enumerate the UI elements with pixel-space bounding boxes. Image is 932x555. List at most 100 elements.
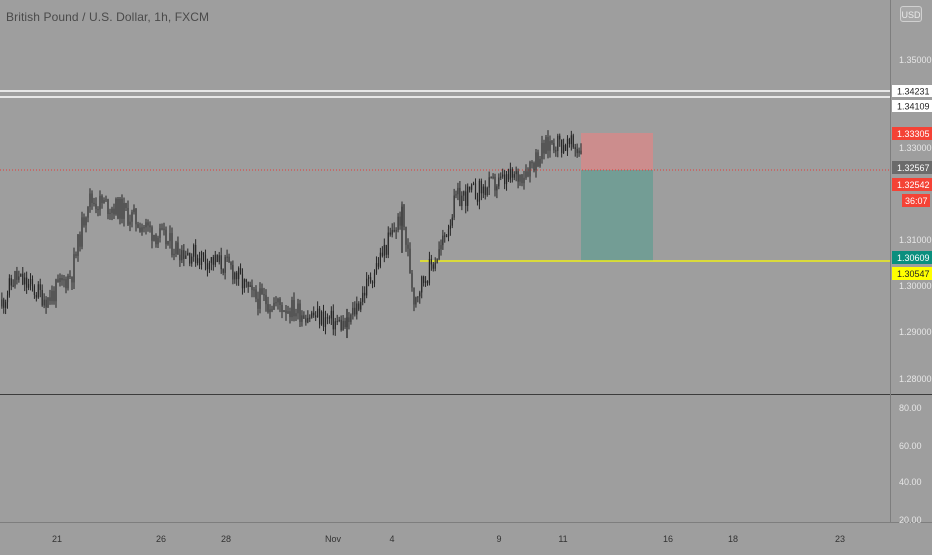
candle-body — [362, 292, 364, 302]
candle-body — [385, 244, 387, 255]
candle-body — [97, 209, 99, 211]
time-tick: 4 — [389, 534, 394, 544]
candle-body — [65, 279, 67, 289]
candle-body — [83, 217, 85, 226]
candle-body — [566, 138, 569, 151]
candle-body — [397, 216, 399, 231]
candle-body — [332, 310, 334, 330]
candle-body — [307, 317, 309, 323]
candle-body — [572, 135, 574, 148]
candle-body — [453, 195, 455, 218]
price-tick: 1.31000 — [899, 235, 932, 245]
candle-body — [239, 268, 242, 275]
time-tick: 28 — [221, 534, 231, 544]
candle-body — [210, 257, 212, 263]
indicator-axis-ticks: 80.00 60.00 40.00 20.00 — [899, 403, 922, 525]
price-label-bg — [892, 267, 932, 280]
main-pane[interactable] — [0, 0, 890, 394]
candle-body — [31, 279, 34, 286]
candle-body — [415, 297, 417, 305]
candle-body — [413, 287, 415, 305]
candle-body — [551, 141, 553, 144]
candle-body — [568, 138, 570, 145]
candle-body — [179, 254, 181, 261]
candle-body — [426, 280, 429, 284]
candle-body — [159, 228, 161, 238]
candle-body — [358, 303, 360, 310]
candle-body — [197, 258, 199, 264]
candle-body — [10, 278, 12, 286]
candle-body — [557, 135, 559, 151]
candle-body — [545, 137, 547, 154]
indicator-axis[interactable] — [890, 395, 932, 522]
candle-body — [463, 191, 465, 196]
candle-body — [467, 186, 469, 206]
candle-body — [531, 162, 533, 164]
candle-body — [564, 145, 567, 151]
candle-body — [43, 299, 45, 306]
candle-body — [297, 303, 299, 314]
indicator-pane[interactable] — [0, 395, 890, 522]
candle-body — [111, 208, 113, 213]
currency-button[interactable]: USD — [900, 6, 922, 22]
candle-body — [51, 290, 53, 302]
candle-body — [147, 222, 149, 226]
candle-body — [265, 295, 267, 305]
candle-body — [8, 278, 10, 296]
candle-body — [537, 152, 539, 167]
candle-body — [527, 171, 529, 177]
candle-body — [27, 284, 30, 288]
candle-body — [311, 312, 313, 318]
candle-body — [189, 252, 191, 264]
candle-body — [1, 299, 3, 307]
candle-body — [328, 317, 330, 319]
price-label-bg — [892, 100, 932, 112]
candle-body — [457, 187, 459, 195]
candle-body — [169, 233, 171, 242]
candle-body — [315, 315, 317, 318]
candle-body — [208, 262, 210, 270]
candle-body — [529, 162, 531, 177]
stop-loss-zone[interactable] — [581, 133, 653, 170]
candle-body — [125, 203, 127, 209]
candle-body — [313, 312, 315, 316]
candle-body — [216, 254, 218, 262]
candle-body — [334, 321, 336, 330]
time-axis[interactable] — [0, 523, 932, 550]
candle-body — [261, 288, 263, 295]
candle-body — [129, 221, 131, 225]
time-tick: Nov — [325, 534, 342, 544]
candle-body — [212, 257, 214, 265]
candlestick-series[interactable] — [1, 130, 582, 339]
candle-body — [79, 234, 81, 247]
candle-body — [364, 292, 366, 296]
candle-body — [502, 174, 504, 177]
time-axis-ticks: 21 26 28 Nov 4 9 11 16 18 23 — [52, 534, 845, 544]
candle-body — [451, 217, 453, 226]
price-label-current: 1.32542 — [897, 180, 930, 190]
candle-body — [375, 263, 378, 273]
candle-body — [305, 318, 307, 323]
candle-body — [195, 244, 197, 264]
take-profit-zone[interactable] — [581, 170, 653, 261]
candle-body — [167, 241, 169, 245]
candle-body — [369, 277, 372, 282]
candle-body — [283, 310, 285, 312]
candle-body — [484, 186, 486, 195]
candle-body — [504, 174, 506, 185]
indicator-tick: 60.00 — [899, 441, 922, 451]
candle-body — [492, 176, 494, 178]
candle-body — [338, 319, 340, 322]
candle-body — [511, 169, 513, 178]
candle-body — [24, 277, 26, 285]
candle-body — [342, 320, 344, 331]
candle-body — [218, 255, 220, 262]
candle-body — [22, 273, 24, 285]
symbol-title[interactable]: British Pound / U.S. Dollar, 1h, FXCM — [6, 10, 210, 24]
price-label-bg — [892, 127, 932, 140]
candle-body — [204, 254, 207, 264]
candle-body — [149, 225, 151, 228]
candle-body — [200, 252, 203, 265]
candle-body — [517, 171, 519, 182]
